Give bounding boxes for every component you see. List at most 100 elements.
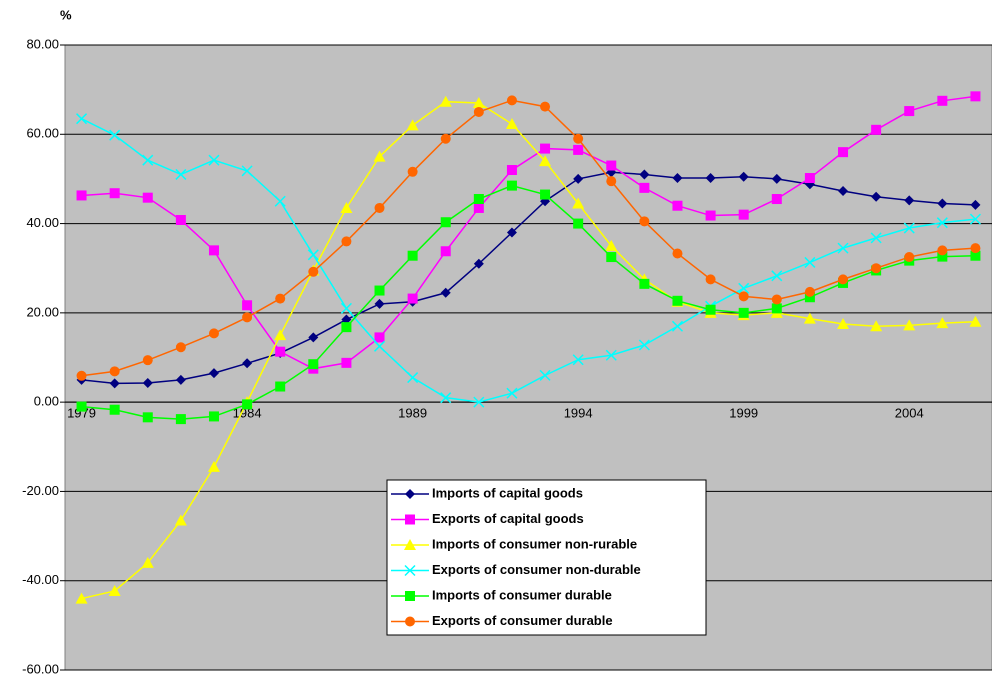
marker — [969, 213, 981, 225]
y-tick-label: 60.00 — [26, 126, 59, 141]
marker — [970, 250, 981, 261]
marker — [208, 154, 220, 166]
marker — [76, 190, 87, 201]
marker — [175, 215, 186, 225]
marker — [142, 377, 153, 388]
marker — [970, 199, 981, 210]
marker — [341, 236, 352, 247]
marker — [573, 133, 584, 144]
marker — [76, 113, 88, 125]
marker — [903, 222, 915, 234]
marker — [738, 291, 749, 302]
y-tick-label: 0.00 — [34, 394, 59, 409]
series-line — [81, 184, 976, 420]
marker — [440, 217, 451, 228]
marker — [407, 293, 418, 304]
marker — [573, 173, 584, 184]
marker — [672, 248, 683, 259]
marker — [141, 556, 154, 568]
marker — [374, 332, 385, 343]
marker — [738, 307, 749, 318]
marker — [771, 303, 782, 314]
marker — [771, 194, 782, 205]
y-tick-label: 80.00 — [26, 36, 59, 51]
marker — [539, 369, 551, 381]
marker — [472, 97, 485, 109]
y-axis-label: % — [60, 7, 72, 22]
marker — [672, 200, 683, 211]
marker — [307, 249, 319, 261]
marker — [936, 217, 948, 229]
marker — [76, 370, 87, 381]
marker — [308, 266, 319, 277]
series — [76, 167, 981, 389]
marker — [904, 252, 915, 263]
marker — [705, 274, 716, 285]
marker — [804, 286, 815, 297]
marker — [341, 322, 352, 333]
marker — [771, 270, 783, 282]
marker — [142, 412, 153, 423]
marker — [108, 584, 121, 596]
marker — [838, 185, 849, 196]
marker — [738, 171, 749, 182]
marker — [75, 592, 88, 604]
marker — [573, 218, 584, 229]
marker — [505, 118, 518, 130]
marker — [572, 197, 585, 209]
legend-marker — [404, 564, 416, 577]
marker — [109, 188, 120, 199]
marker — [142, 192, 153, 203]
marker — [970, 243, 981, 254]
marker — [374, 202, 385, 213]
marker — [174, 514, 187, 526]
marker — [871, 124, 882, 135]
legend-marker — [405, 514, 415, 525]
legend-label: Imports of consumer non-rurable — [432, 536, 637, 551]
marker — [109, 129, 121, 141]
marker — [870, 320, 883, 332]
y-tick-label: -40.00 — [22, 572, 59, 587]
marker — [308, 359, 319, 370]
marker — [771, 294, 782, 305]
legend-label: Exports of capital goods — [432, 511, 584, 526]
marker — [274, 329, 287, 341]
series — [76, 95, 981, 381]
marker — [904, 195, 915, 206]
marker — [871, 263, 882, 274]
marker — [109, 378, 120, 389]
marker — [804, 173, 815, 184]
marker — [274, 195, 286, 207]
marker — [506, 227, 517, 238]
series — [76, 113, 981, 408]
marker — [936, 317, 949, 329]
x-tick-label: 1989 — [398, 406, 427, 421]
marker — [242, 300, 253, 311]
marker — [308, 332, 319, 343]
legend-label: Exports of consumer non-durable — [432, 562, 641, 577]
marker — [142, 355, 153, 366]
marker — [606, 160, 617, 171]
marker — [439, 95, 452, 107]
marker — [275, 346, 286, 357]
x-tick-label: 2004 — [895, 406, 924, 421]
marker — [207, 460, 220, 472]
series — [76, 91, 981, 374]
marker — [639, 169, 650, 180]
marker — [208, 328, 219, 339]
marker — [837, 242, 849, 254]
marker — [407, 372, 419, 384]
marker — [473, 258, 484, 269]
marker — [440, 287, 451, 298]
marker — [373, 150, 386, 162]
marker — [208, 411, 219, 422]
marker — [142, 154, 154, 166]
marker — [639, 216, 650, 227]
marker — [76, 401, 87, 412]
marker — [937, 251, 948, 262]
marker — [340, 302, 352, 314]
marker — [208, 368, 219, 379]
marker — [937, 95, 948, 106]
